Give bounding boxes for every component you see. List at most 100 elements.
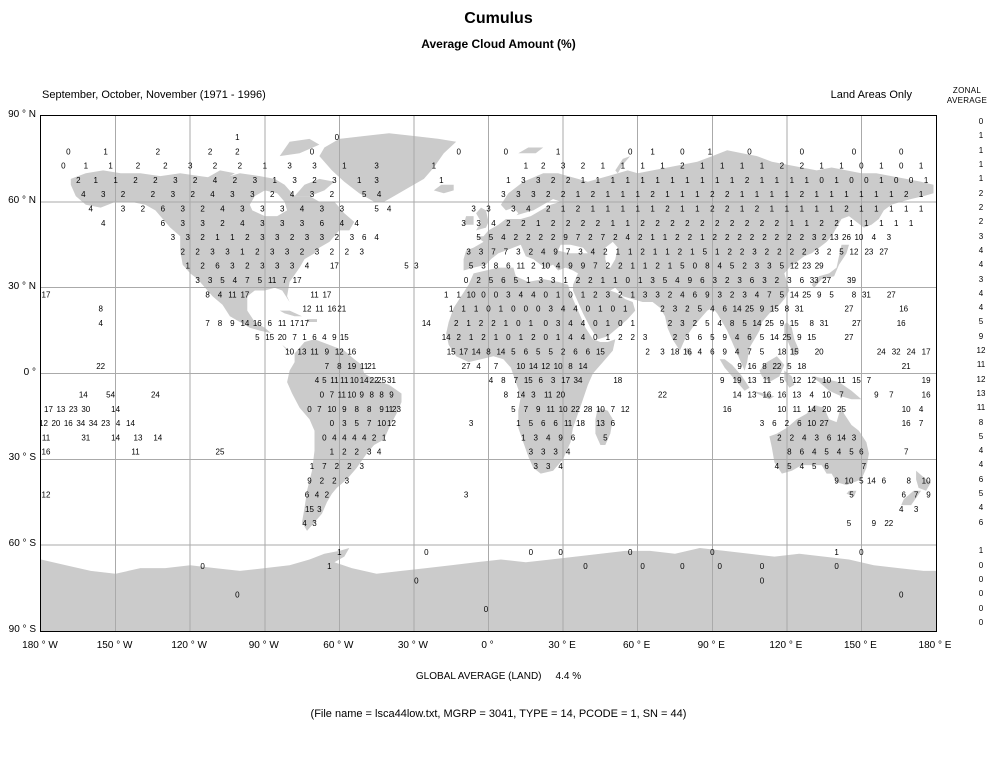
grid-value: 2 (136, 162, 141, 171)
grid-value: 3 (188, 162, 193, 171)
zonal-average-value: 6 (978, 517, 984, 527)
grid-value: 4 (872, 233, 877, 242)
grid-value: 2 (775, 233, 780, 242)
grid-value: 1 (616, 247, 621, 256)
grid-value: 2 (163, 162, 168, 171)
grid-value: 34 (89, 419, 98, 428)
zonal-average-value: 6 (978, 474, 984, 484)
land-polygon (433, 184, 454, 194)
grid-value: 0 (484, 605, 489, 614)
grid-value: 2 (762, 233, 767, 242)
grid-value: 6 (747, 333, 752, 342)
lon-axis-label: 60 ° W (323, 640, 354, 651)
grid-value: 10 (554, 362, 563, 371)
grid-value: 16 (723, 405, 732, 414)
grid-value: 0 (864, 176, 869, 185)
grid-value: 2 (121, 190, 126, 199)
grid-value: 3 (270, 247, 275, 256)
grid-value: 2 (710, 190, 715, 199)
grid-value: 5 (780, 262, 785, 271)
grid-value: 1 (630, 319, 635, 328)
grid-value: 3 (287, 162, 292, 171)
grid-value: 1 (581, 176, 586, 185)
grid-value: 2 (529, 247, 534, 256)
grid-value: 22 (370, 376, 379, 385)
grid-value: 3 (260, 205, 265, 214)
grid-value: 16 (64, 419, 73, 428)
grid-value: 2 (576, 276, 581, 285)
grid-value: 1 (650, 233, 655, 242)
grid-value: 3 (210, 247, 215, 256)
grid-value: 1 (700, 233, 705, 242)
grid-value: 2 (844, 205, 849, 214)
grid-value: 8 (369, 391, 374, 400)
grid-value: 4 (501, 233, 506, 242)
grid-value: 1 (879, 176, 884, 185)
grid-value: 1 (342, 162, 347, 171)
grid-value: 9 (307, 476, 312, 485)
grid-value: 1 (680, 190, 685, 199)
grid-value: 2 (245, 233, 250, 242)
grid-value: 5 (354, 419, 359, 428)
grid-value: 0 (235, 591, 240, 600)
grid-value: 9 (926, 491, 931, 500)
grid-value: 2 (673, 333, 678, 342)
grid-value: 3 (673, 305, 678, 314)
grid-value: 54 (106, 391, 115, 400)
grid-value: 1 (695, 205, 700, 214)
lon-axis-label: 30 ° E (548, 640, 576, 651)
grid-value: 3 (533, 433, 538, 442)
grid-value: 1 (330, 448, 335, 457)
grid-value: 3 (814, 247, 819, 256)
grid-value: 3 (340, 205, 345, 214)
grid-value: 3 (305, 233, 310, 242)
grid-value: 0 (693, 262, 698, 271)
grid-value: 39 (847, 276, 856, 285)
grid-value: 4 (81, 190, 86, 199)
grid-value: 9 (389, 391, 394, 400)
grid-value: 1 (859, 190, 864, 199)
grid-value: 2 (668, 290, 673, 299)
grid-value: 8 (809, 319, 814, 328)
grid-value: 4 (362, 433, 367, 442)
grid-value: 2 (790, 433, 795, 442)
grid-value: 4 (218, 290, 223, 299)
grid-value: 2 (755, 205, 760, 214)
grid-value: 1 (889, 205, 894, 214)
grid-value: 4 (919, 405, 924, 414)
grid-value: 0 (834, 562, 839, 571)
grid-value: 2 (603, 247, 608, 256)
grid-value: 3 (310, 190, 315, 199)
land-polygon (811, 376, 862, 400)
grid-value: 0 (909, 176, 914, 185)
grid-value: 4 (302, 519, 307, 528)
grid-value: 1 (613, 276, 618, 285)
grid-value: 23 (392, 405, 401, 414)
grid-value: 3 (551, 276, 556, 285)
grid-value: 3 (367, 448, 372, 457)
grid-value: 25 (765, 319, 774, 328)
grid-value: 31 (387, 376, 396, 385)
grid-value: 2 (576, 205, 581, 214)
grid-value: 25 (802, 290, 811, 299)
zonal-average-value: 1 (978, 546, 984, 556)
grid-value: 3 (606, 290, 611, 299)
grid-value: 16 (922, 391, 931, 400)
grid-value: 0 (628, 548, 633, 557)
grid-value: 11 (330, 376, 339, 385)
grid-value: 2 (693, 319, 698, 328)
grid-value: 7 (325, 362, 330, 371)
file-info-line: (File name = lsca44low.txt, MGRP = 3041,… (310, 708, 687, 720)
grid-value: 7 (593, 262, 598, 271)
grid-value: 2 (725, 276, 730, 285)
grid-value: 0 (852, 147, 857, 156)
grid-value: 5 (824, 448, 829, 457)
grid-value: 5 (374, 205, 379, 214)
grid-value: 16 (253, 319, 262, 328)
grid-value: 0 (568, 290, 573, 299)
grid-value: 4 (240, 219, 245, 228)
grid-value: 1 (663, 233, 668, 242)
grid-value: 6 (586, 348, 591, 357)
grid-value: 4 (519, 290, 524, 299)
